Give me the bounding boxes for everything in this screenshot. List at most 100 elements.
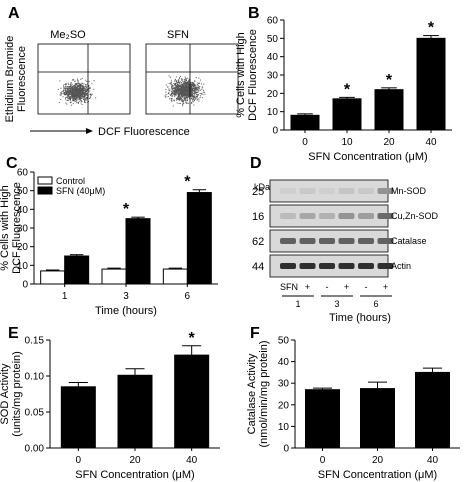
flow-event-dot <box>171 95 173 97</box>
flow-event-dot <box>74 97 76 99</box>
flow-event-dot <box>171 98 173 100</box>
flow-event-dot <box>187 87 189 89</box>
flow-event-dot <box>74 100 76 102</box>
flow-event-dot <box>66 88 68 90</box>
flow-event-dot <box>196 91 198 93</box>
chart-f-xtick-label: 40 <box>427 455 439 466</box>
flow-event-dot <box>168 89 170 91</box>
flow-event-dot <box>177 97 179 99</box>
flow-event-dot <box>192 92 194 94</box>
flow-event-dot <box>84 98 86 100</box>
flow-event-dot <box>179 81 181 83</box>
flow-event-dot <box>189 83 191 85</box>
flow-event-dot <box>60 92 62 94</box>
flow-event-dot <box>187 96 189 98</box>
flow-event-dot <box>180 88 182 90</box>
flow-event-dot <box>85 84 87 86</box>
flow-scatter-sfn <box>164 75 206 107</box>
flow-event-dot <box>191 88 193 90</box>
flow-event-dot <box>192 98 194 100</box>
sfn-row-label: SFN <box>280 282 298 292</box>
flow-event-dot <box>187 90 189 92</box>
flow-event-dot <box>194 84 196 86</box>
flow-event-dot <box>190 93 192 95</box>
flow-event-dot <box>193 93 195 95</box>
flow-event-dot <box>170 98 172 100</box>
flow-event-dot <box>69 97 71 99</box>
flow-event-dot <box>178 87 180 89</box>
flow-event-dot <box>177 89 179 91</box>
panel-label-f: F <box>250 325 260 342</box>
flow-event-dot <box>203 91 205 93</box>
blot-kda-value: 25 <box>252 186 264 198</box>
flow-event-dot <box>186 86 188 88</box>
panel-a: Me₂SO SFN Ethidium Bromide Fluorescence … <box>4 29 239 138</box>
chart-b-significance-star: * <box>344 81 351 98</box>
flow-event-dot <box>177 99 179 101</box>
flow-event-dot <box>72 100 74 102</box>
flow-event-dot <box>60 87 62 89</box>
flow-event-dot <box>193 86 195 88</box>
flow-event-dot <box>197 84 199 86</box>
chart-c: 0 10 20 30 40 50 60 % Cells with High DCF Fluore… <box>0 168 218 317</box>
flow-event-dot <box>77 86 79 88</box>
flow-event-dot <box>75 87 77 89</box>
flow-event-dot <box>193 85 195 87</box>
flow-event-dot <box>80 100 82 102</box>
flow-event-dot <box>174 92 176 94</box>
flow-event-dot <box>80 86 82 88</box>
flow-event-dot <box>194 85 196 87</box>
flow-event-dot <box>187 95 189 97</box>
flow-arrow-x-head <box>86 128 93 134</box>
chart-c-ylabel-line1: % Cells with High <box>0 185 11 271</box>
flow-event-dot <box>187 97 189 99</box>
flow-event-dot <box>182 100 184 102</box>
blot-sfn-sign: + <box>305 282 310 292</box>
flow-event-dot <box>89 90 91 92</box>
flow-event-dot <box>80 102 82 104</box>
chart-b-ytick-label: 10 <box>267 107 279 118</box>
flow-event-dot <box>83 92 85 94</box>
flow-event-dot <box>77 90 79 92</box>
flow-event-dot <box>185 85 187 87</box>
chart-b-xtick-label: 10 <box>341 137 353 148</box>
flow-event-dot <box>183 93 185 95</box>
flow-event-dot <box>195 86 197 88</box>
flow-event-dot <box>186 102 188 104</box>
flow-event-dot <box>199 86 201 88</box>
chart-f-xtick-label: 20 <box>372 455 384 466</box>
flow-event-dot <box>193 83 195 85</box>
flow-event-dot <box>83 83 85 85</box>
flow-event-dot <box>178 99 180 101</box>
flow-event-dot <box>188 95 190 97</box>
flow-event-dot <box>67 93 69 95</box>
flow-event-dot <box>169 76 171 78</box>
flow-event-dot <box>73 86 75 88</box>
flow-event-dot <box>175 88 177 90</box>
flow-scatter-me2so <box>57 77 97 106</box>
blot-band-name: Catalase <box>391 236 427 246</box>
flow-event-dot <box>83 93 85 95</box>
flow-event-dot <box>74 83 76 85</box>
flow-event-dot <box>77 84 79 86</box>
flow-event-dot <box>188 94 190 96</box>
flow-event-dot <box>79 84 81 86</box>
flow-event-dot <box>187 86 189 88</box>
flow-event-dot <box>174 79 176 81</box>
flow-event-dot <box>188 91 190 93</box>
flow-event-dot <box>191 96 193 98</box>
flow-event-dot <box>174 86 176 88</box>
flow-event-dot <box>185 77 187 79</box>
flow-event-dot <box>186 101 188 103</box>
flow-event-dot <box>65 83 67 85</box>
flow-event-dot <box>172 92 174 94</box>
flow-event-dot <box>184 79 186 81</box>
flow-event-dot <box>186 83 188 85</box>
flow-event-dot <box>71 94 73 96</box>
flow-event-dot <box>64 89 66 91</box>
flow-event-dot <box>183 99 185 101</box>
flow-event-dot <box>200 83 202 85</box>
blot-band <box>377 188 394 194</box>
flow-event-dot <box>70 92 72 94</box>
flow-event-dot <box>203 83 205 85</box>
